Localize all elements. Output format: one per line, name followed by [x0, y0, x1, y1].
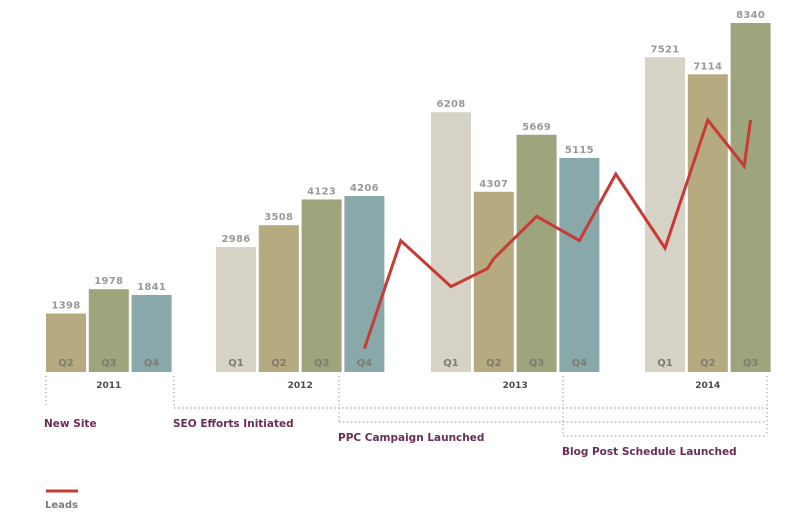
bar-2014-q3	[730, 23, 771, 372]
quarter-label: Q4	[144, 358, 160, 369]
year-label-2012: 2012	[288, 381, 313, 391]
bar-value-label: 2986	[221, 234, 250, 245]
quarter-label: Q2	[58, 358, 74, 369]
bar-value-label: 5115	[565, 145, 594, 156]
bar-2013-q2	[473, 191, 514, 372]
bar-2014-q1	[645, 57, 685, 372]
bar-value-label: 4206	[350, 183, 379, 194]
year-label-2011: 2011	[96, 381, 121, 391]
bar-value-label: 3508	[264, 212, 293, 223]
bar-value-label: 8340	[736, 10, 765, 21]
quarter-label: Q3	[101, 358, 117, 369]
quarter-label: Q1	[443, 358, 459, 369]
bar-value-label: 7114	[693, 61, 722, 72]
bar-2012-q1	[216, 247, 256, 372]
quarter-label: Q3	[314, 358, 330, 369]
quarter-label: Q4	[357, 358, 373, 369]
bar-2011-q4	[131, 294, 172, 372]
bar-2013-q1	[431, 112, 471, 372]
year-label-2013: 2013	[503, 381, 528, 391]
bar-value-label: 4307	[479, 179, 508, 190]
bar-2013-q3	[516, 134, 557, 372]
bar-2012-q4	[344, 195, 385, 372]
annotation-label: Blog Post Schedule Launched	[562, 446, 737, 458]
bar-value-label: 1978	[94, 276, 123, 287]
bar-value-label: 4123	[307, 186, 336, 197]
quarter-label: Q2	[700, 358, 716, 369]
leads-line	[362, 116, 753, 350]
year-labels: 2011 2012 2013 2014	[96, 381, 720, 391]
quarter-label: Q2	[271, 358, 287, 369]
quarter-label: Q1	[228, 358, 244, 369]
bar-2013-q4	[559, 157, 600, 372]
bar-value-label: 7521	[650, 44, 679, 55]
legend-label-leads: Leads	[45, 500, 78, 511]
annotation-label: SEO Efforts Initiated	[173, 418, 294, 430]
quarter-label: Q4	[572, 358, 588, 369]
bar-value-label: 1841	[137, 282, 166, 293]
annotation-label: PPC Campaign Launched	[338, 432, 484, 444]
quarter-label: Q2	[486, 358, 502, 369]
year-label-2014: 2014	[695, 381, 720, 391]
legend: Leads	[45, 489, 78, 511]
bar-2012-q3	[301, 199, 342, 372]
bars-layer: 1398 Q2 1978 Q3 1841 Q4 2986 Q1 3508 Q2 4123 Q3 4206…	[46, 10, 771, 373]
annotation-brackets	[45, 376, 768, 437]
bar-2011-q3	[88, 289, 129, 372]
bar-value-label: 6208	[436, 99, 465, 110]
quarter-label: Q3	[529, 358, 545, 369]
quarter-label: Q3	[743, 358, 759, 369]
line-layer	[362, 116, 753, 350]
bar-2011-q2	[46, 313, 86, 372]
annotation-label: New Site	[44, 418, 97, 430]
bar-2012-q2	[258, 225, 299, 372]
quarter-label: Q1	[657, 358, 673, 369]
bar-value-label: 1398	[51, 300, 80, 311]
annotation-labels: New Site SEO Efforts Initiated PPC Campaig…	[44, 418, 737, 458]
bar-value-label: 5669	[522, 122, 551, 133]
